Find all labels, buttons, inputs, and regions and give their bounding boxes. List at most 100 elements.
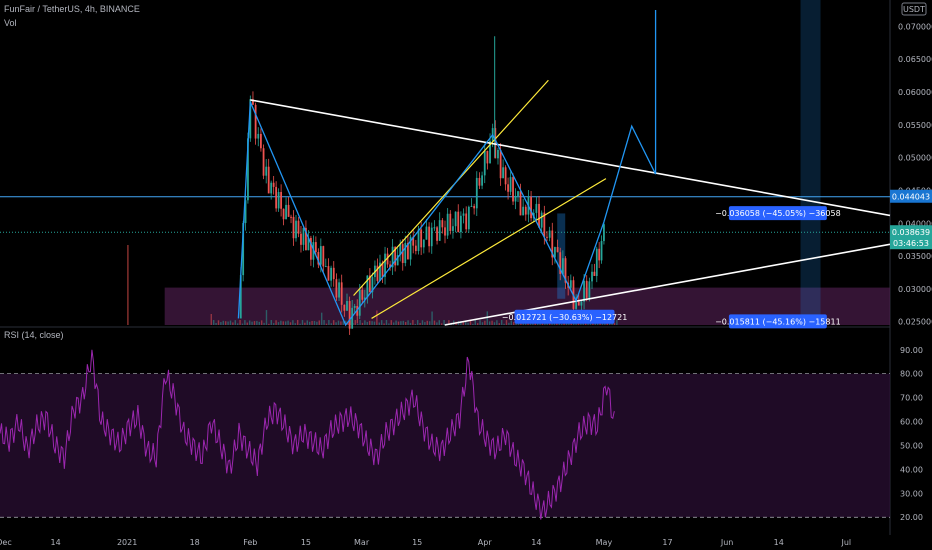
candle-body [569,280,572,288]
countdown-text: 03:46:53 [893,239,929,248]
candle-body [577,301,580,306]
volume-bar [325,323,328,325]
candle-body [252,99,254,105]
candle-body [317,252,320,265]
volume-bar [332,320,335,325]
volume-bar [246,322,248,325]
candle-body [322,246,325,267]
volume-bar [320,312,323,325]
volume-bar [275,320,277,325]
volume-bar [356,323,359,325]
volume-bar [400,321,402,325]
candle-body [376,265,379,282]
candle-body [430,227,433,247]
rsi-axis-tick: 50.00 [900,441,923,450]
candle-body [404,242,407,264]
candle-body [497,149,499,159]
volume-bar [426,320,428,325]
rsi-axis-tick: 80.00 [900,370,923,379]
candle-body [446,213,449,236]
time-axis-tick: 2021 [117,538,137,547]
candle-body [260,133,262,149]
currency-badge [901,2,927,16]
volume-bar [565,322,568,325]
volume-bar [323,320,325,325]
candle-body [338,282,340,298]
candle-body [358,289,361,316]
volume-bar [560,323,563,325]
time-axis-tick: Apr [478,538,493,547]
candle-body [351,307,354,329]
candle-body [509,177,512,192]
candle-body [272,182,275,187]
volume-bar [464,320,467,325]
level-price-tag [890,189,932,203]
volume-bar [272,323,275,325]
candle-body [239,275,242,319]
candle-body [502,167,505,179]
volume-bar [335,322,337,325]
volume-bar [217,320,220,325]
volume-bar [380,320,383,325]
volume-bar [424,322,426,325]
volume-bar [496,320,498,325]
candle-body [457,211,460,233]
volume-bar [210,314,212,325]
candle-body [381,262,384,277]
volume-bar [354,320,356,325]
volume-bar [395,320,397,325]
volume-bar [383,323,385,325]
volume-bar [440,323,443,325]
volume-bar [340,321,342,325]
volume-bar [347,322,349,325]
time-axis-tick: 14 [51,538,61,547]
volume-bar [220,322,222,325]
candle-body [285,204,287,220]
candle-body [556,247,559,253]
volume-bar [512,321,515,325]
level-price-text: 0.044043 [892,193,930,202]
price-axis-tick: 0.025000 [898,318,932,327]
rsi-label: RSI (14, close) [4,330,64,340]
candle-body [368,275,371,293]
volume-bar [479,320,481,325]
candle-body [242,223,245,276]
candle-body [444,227,446,236]
volume-bar [392,322,395,325]
volume-bar [436,322,438,325]
volume-bar [491,320,493,325]
volume-bar [529,323,532,325]
time-axis-tick: 14 [774,538,784,547]
candle-body [583,280,585,302]
candle-body [244,200,247,224]
candle-body [481,175,483,186]
volume-bar [493,322,496,325]
candle-body [247,138,249,201]
volume-bar [376,310,378,325]
candle-body [340,282,343,305]
candle-body [540,212,543,228]
candle-body [499,149,502,179]
candle-body [295,220,297,239]
volume-bar [368,320,371,325]
candle-body [280,191,283,209]
rsi-axis-tick: 20.00 [900,513,923,522]
volume-bar [419,323,421,325]
volume-bar [215,322,217,325]
candle-body [473,205,476,209]
volume-bar [308,321,311,325]
candle-body [475,177,478,209]
candle-body [330,267,333,281]
volume-bar [469,320,472,325]
rsi-axis-tick: 70.00 [900,394,923,403]
volume-bar [587,323,589,325]
candle-body [302,227,305,245]
volume-bar [510,320,512,325]
candle-body [292,216,295,239]
candle-body [494,128,497,159]
candle-body [254,104,257,139]
projection-zigzag [237,10,657,327]
